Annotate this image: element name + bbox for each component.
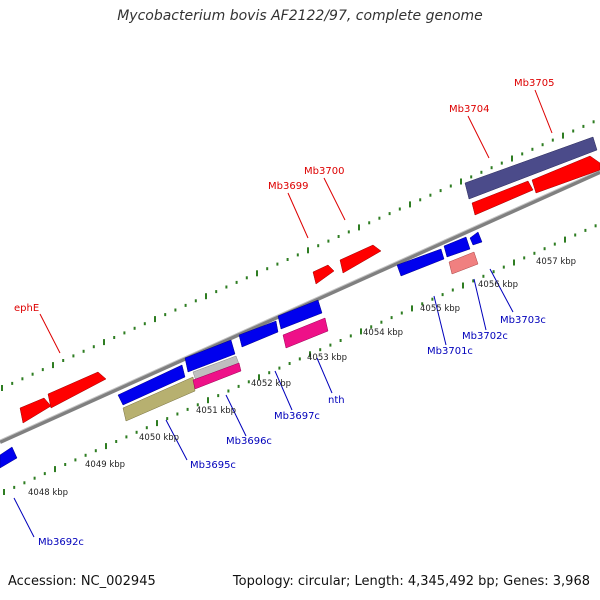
- gene-mb3699[interactable]: [312, 264, 335, 285]
- kbp-label: 4057 kbp: [536, 257, 576, 267]
- gene-labels: ephE Mb3699 Mb3700 Mb3704 Mb3705 Mb3692c…: [14, 78, 554, 548]
- gene-label-mb3703c[interactable]: Mb3703c: [500, 315, 546, 326]
- gene-mb3702c[interactable]: [448, 251, 479, 275]
- gene-label-mb3697c[interactable]: Mb3697c: [274, 411, 320, 422]
- gene-label-mb3701c[interactable]: Mb3701c: [427, 346, 473, 357]
- kbp-scale-labels: 4048 kbp 4049 kbp 4050 kbp 4051 kbp 4052…: [28, 257, 576, 498]
- kbp-label: 4048 kbp: [28, 488, 68, 498]
- gene-mb3704-3705-region[interactable]: [464, 136, 598, 200]
- gene-mb3705[interactable]: [531, 155, 600, 194]
- gene-label-mb3692c[interactable]: Mb3692c: [38, 537, 84, 548]
- gene-mb3697c-b[interactable]: [277, 299, 323, 330]
- gene-mb3695c-b[interactable]: [184, 339, 236, 373]
- forward-strand: [19, 136, 600, 424]
- gene-label-ephE[interactable]: ephE: [14, 303, 39, 314]
- kbp-label: 4055 kbp: [420, 304, 460, 314]
- kbp-label: 4054 kbp: [363, 328, 403, 338]
- label-callouts: [13, 89, 553, 538]
- kbp-label: 4056 kbp: [478, 280, 518, 290]
- gene-mb3704[interactable]: [471, 180, 534, 216]
- gene-mb3692c[interactable]: [0, 446, 18, 469]
- gene-mb3700[interactable]: [339, 244, 382, 274]
- gene-label-mb3702c[interactable]: Mb3702c: [462, 331, 508, 342]
- gene-mb3695c-a[interactable]: [117, 364, 186, 406]
- gene-mb3696c[interactable]: [192, 362, 242, 390]
- gene-mb3697c-a[interactable]: [238, 320, 279, 348]
- kbp-label: 4050 kbp: [139, 433, 179, 443]
- upper-tick-track: [1, 120, 595, 391]
- gene-mb3695c[interactable]: [122, 376, 196, 422]
- gene-label-mb3705[interactable]: Mb3705: [514, 78, 554, 89]
- map-title: Mycobacterium bovis AF2122/97, complete …: [117, 8, 483, 24]
- kbp-label: 4051 kbp: [196, 406, 236, 416]
- gene-ephE-lower[interactable]: [19, 397, 52, 424]
- reverse-strand: [0, 231, 483, 469]
- kbp-label: 4052 kbp: [251, 379, 291, 389]
- gene-mb3701c[interactable]: [396, 248, 445, 277]
- gene-ephE-upper[interactable]: [47, 371, 107, 409]
- gene-label-mb3704[interactable]: Mb3704: [449, 104, 489, 115]
- gene-label-mb3700[interactable]: Mb3700: [304, 166, 344, 177]
- gene-label-mb3699[interactable]: Mb3699: [268, 181, 308, 192]
- gene-mb3703c[interactable]: [469, 231, 483, 246]
- kbp-label: 4053 kbp: [307, 353, 347, 363]
- gene-label-mb3695c[interactable]: Mb3695c: [190, 460, 236, 471]
- gene-label-mb3696c[interactable]: Mb3696c: [226, 436, 272, 447]
- gene-label-nth[interactable]: nth: [328, 395, 345, 406]
- gene-mb3702c-a[interactable]: [443, 236, 471, 258]
- accession-text: Accession: NC_002945: [8, 574, 156, 589]
- gene-nth[interactable]: [282, 317, 329, 349]
- genome-backbone-highlight: [0, 169, 600, 441]
- lower-tick-track: [3, 224, 597, 495]
- genome-metadata-text: Topology: circular; Length: 4,345,492 bp…: [232, 574, 590, 589]
- kbp-label: 4049 kbp: [85, 460, 125, 470]
